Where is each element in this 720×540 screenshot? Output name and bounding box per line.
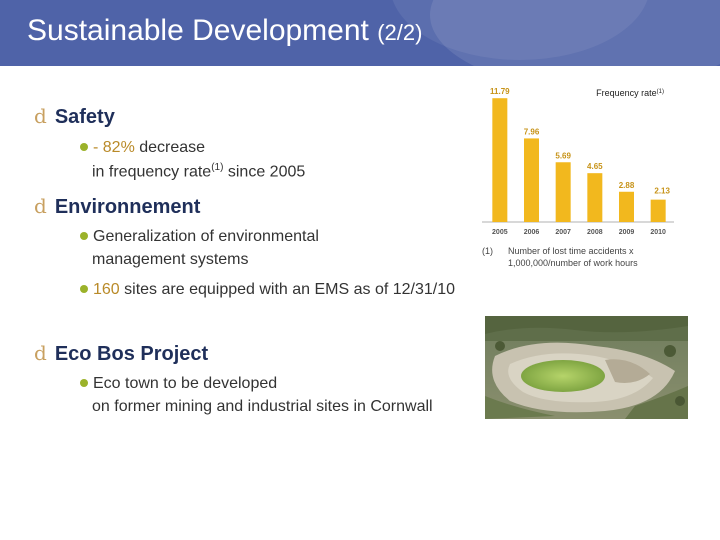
chart-value-label: 11.79: [490, 87, 510, 96]
environment-item-1: Generalization of environmental: [80, 228, 319, 246]
chart-bar-2005: [492, 98, 508, 222]
section-safety: d Safety: [34, 104, 115, 129]
page-title: Sustainable Development (2/2): [27, 14, 422, 48]
environment-item-1-cont: management systems: [92, 251, 249, 269]
safety-line-1: - 82% decrease: [80, 139, 205, 157]
chart-value-label: 7.96: [524, 127, 540, 136]
safety-text: decrease: [134, 139, 206, 156]
safety-text: in frequency rate: [92, 163, 212, 181]
chart-value-label: 2.13: [654, 187, 670, 196]
chart-bar-2008: [587, 173, 603, 222]
chart-title-text: Frequency rate: [596, 88, 657, 98]
section-bullet-icon: d: [34, 341, 47, 365]
section-environment: d Environnement: [34, 194, 200, 219]
section-heading: Safety: [54, 106, 115, 128]
bullet-dot-icon: [80, 378, 88, 387]
chart-bar-2010: [650, 199, 666, 222]
footnote-line-2: 1,000,000/number of work hours: [508, 258, 638, 268]
bullet-dot-icon: [80, 142, 88, 151]
ecobos-line-1: Eco town to be developed: [80, 375, 277, 393]
chart-value-label: 2.88: [619, 181, 635, 190]
bullet-dot-icon: [80, 231, 88, 240]
title-page-indicator: (2/2): [377, 20, 423, 45]
chart-x-tick-label: 2008: [587, 229, 603, 236]
chart-x-tick-label: 2007: [555, 229, 571, 236]
chart-value-label: 5.69: [555, 151, 571, 160]
title-bar: Sustainable Development (2/2): [0, 0, 720, 66]
chart-x-tick-label: 2005: [492, 229, 508, 236]
chart-x-tick-label: 2006: [524, 229, 540, 236]
chart-bar-2009: [619, 191, 634, 222]
ecobos-line-2: on former mining and industrial sites in…: [92, 398, 433, 416]
footnote-ref: (1): [211, 162, 224, 173]
environment-text: Generalization of environmental: [93, 228, 319, 245]
footnote-marker: (1): [482, 246, 493, 256]
section-heading: Eco Bos Project: [54, 343, 209, 365]
bullet-dot-icon: [80, 284, 88, 293]
section-bullet-icon: d: [34, 104, 47, 128]
environment-item-2: 160 sites are equipped with an EMS as of…: [80, 281, 455, 299]
environment-text: sites are equipped with an EMS as of 12/…: [119, 281, 456, 298]
safety-percentage: - 82%: [93, 139, 135, 156]
safety-text: since 2005: [223, 163, 306, 181]
ecobos-text: Eco town to be developed: [93, 375, 278, 392]
quarry-aerial-photo: [485, 316, 688, 419]
footnote-line-1: Number of lost time accidents x: [508, 246, 634, 256]
chart-title: Frequency rate(1): [596, 88, 664, 98]
chart-value-label: 4.65: [587, 162, 603, 171]
ecobos-text: on former mining and industrial sites in…: [92, 398, 433, 415]
title-text: Sustainable Development: [27, 14, 369, 47]
section-heading: Environnement: [54, 196, 201, 218]
section-bullet-icon: d: [34, 194, 47, 218]
safety-line-2: in frequency rate(1) since 2005: [92, 162, 305, 181]
environment-sites-count: 160: [93, 281, 120, 298]
header-decoration: [430, 0, 720, 66]
chart-title-sup: (1): [657, 89, 664, 95]
chart-bar-2007: [555, 162, 571, 222]
section-ecobos: d Eco Bos Project: [34, 341, 208, 366]
chart-x-tick-label: 2009: [619, 229, 635, 236]
frequency-rate-chart: Frequency rate(1) 11.79 2005 7.96 2006 5.69 2…: [482, 87, 674, 236]
chart-bar-2006: [524, 138, 539, 222]
environment-text: management systems: [92, 251, 249, 268]
chart-bars: 11.79 2005 7.96 2006 5.69 2007 4.65 2008 2.88 200…: [490, 87, 670, 236]
chart-x-tick-label: 2010: [650, 229, 666, 236]
